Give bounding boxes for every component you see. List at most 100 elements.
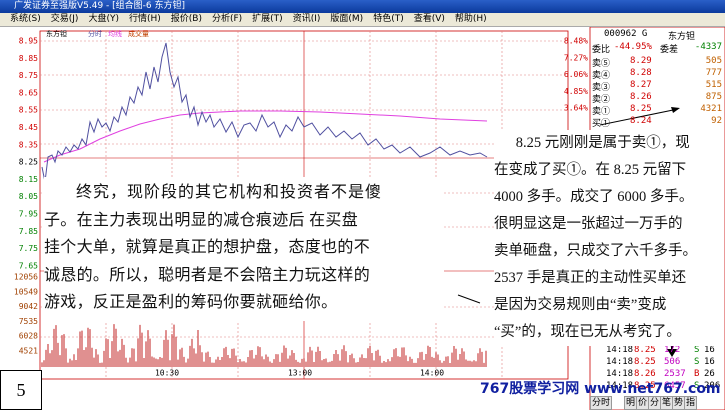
book-price: 8.29 — [630, 56, 652, 66]
book-volume: 505 — [705, 56, 722, 66]
left-annotation: 终究，现阶段的其它机构和投资者不是傻 子。在主力表现出明显的减仓痕迹后 在买盘 挂个… — [44, 177, 444, 321]
trade-time: 14:18 — [606, 345, 634, 355]
panel-tab[interactable]: 分时 — [590, 396, 612, 410]
volume-axis-label: 12056 — [14, 273, 38, 282]
page-number: 5 — [0, 370, 42, 410]
volume-axis-label: 4521 — [19, 347, 38, 356]
book-side: 买① — [592, 119, 611, 129]
annotation-line: 很明显这是一张超过一万手的 — [494, 216, 683, 232]
menu-item[interactable]: 查看(V) — [413, 14, 445, 24]
menu-item[interactable]: 扩展(T) — [252, 14, 283, 24]
diff-value: -4337 — [694, 42, 722, 52]
average-line — [43, 110, 488, 163]
time-axis-label: 10:30 — [155, 369, 179, 378]
trade-side: B — [694, 369, 700, 379]
book-side: 卖④ — [592, 71, 611, 81]
annotation-line: 游戏，反正是盈利的筹码你要就砸给你。 — [44, 294, 338, 311]
percent-axis-label: 8.48% — [564, 37, 588, 46]
book-volume: 777 — [705, 68, 722, 78]
percent-axis-label: 3.64% — [564, 104, 588, 113]
volume-axis-label: 9042 — [19, 302, 38, 311]
stock-code: 000962 G — [604, 29, 648, 39]
trade-price: 8.26 — [634, 369, 656, 379]
book-volume: 515 — [705, 80, 722, 90]
book-price: 8.24 — [630, 116, 652, 126]
menu-item[interactable]: 分析(F) — [211, 14, 243, 24]
annotation-line: 8.25 元刚刚是属于卖①，现 — [515, 135, 690, 151]
price-axis-label: 8.15 — [19, 175, 38, 184]
price-axis-label: 8.65 — [19, 88, 38, 97]
book-price: 8.25 — [630, 104, 652, 114]
price-axis-label: 8.75 — [19, 71, 38, 80]
right-annotation: 8.25 元刚刚是属于卖①，现在变成了买①。在 8.25 元留下 4000 多手。… — [494, 130, 722, 346]
book-price: 8.26 — [630, 92, 652, 102]
menu-item[interactable]: 报价(B) — [170, 14, 202, 24]
annotation-line: 卖单砸盘，只成交了六千多手。 — [494, 243, 697, 259]
title-bar: 广发证券至强版V5.49 - [组合图-6 东方钽] — [0, 0, 725, 13]
trade-count: 26 — [704, 369, 715, 379]
book-volume: 875 — [705, 92, 722, 102]
price-axis-label: 8.35 — [19, 140, 38, 149]
menu-item[interactable]: 交易(J) — [50, 14, 79, 24]
volume-axis-label: 6028 — [19, 332, 38, 341]
annotation-line: 4000 多手。成交了 6000 多手。 — [494, 189, 694, 205]
trade-count: 206 — [704, 381, 721, 391]
annotation-line: 在变成了买①。在 8.25 元留下 — [494, 162, 687, 178]
trade-time: 14:18 — [606, 369, 634, 379]
legend-item: 成交量 — [128, 29, 149, 38]
book-price: 8.27 — [630, 80, 652, 90]
book-volume: 92 — [711, 116, 722, 126]
price-axis-label: 7.65 — [19, 261, 38, 270]
panel-tab[interactable]: 指 — [684, 396, 697, 410]
trade-side: S — [694, 381, 700, 391]
trade-price: 8.25 — [634, 381, 656, 391]
annotation-line: “买”的，现在已无从考究了。 — [494, 324, 681, 340]
book-side: 卖③ — [592, 83, 611, 93]
percent-axis-label: 7.27% — [564, 53, 588, 62]
price-axis-label: 8.05 — [19, 192, 38, 201]
trade-time: 14:18 — [606, 357, 634, 367]
stock-name: 东方钽 — [668, 32, 696, 42]
book-side: 卖⑤ — [592, 59, 611, 69]
legend-item: 分时 — [88, 29, 102, 38]
menu-item[interactable]: 帮助(H) — [454, 14, 487, 24]
menu-item[interactable]: 资讯(I) — [292, 14, 321, 24]
price-axis-label: 8.85 — [19, 54, 38, 63]
trade-count: 16 — [704, 345, 715, 355]
annotation-line: 是因为交易规则由“卖”变成 — [494, 297, 667, 313]
trade-time: 14:18 — [606, 381, 634, 391]
diff-label: 委差 — [660, 45, 679, 55]
price-axis-label: 8.45 — [19, 123, 38, 132]
ratio-value: -44.95% — [614, 42, 652, 52]
menu-item[interactable]: 行情(H) — [128, 14, 161, 24]
time-axis-label: 14:00 — [420, 369, 444, 378]
price-axis-label: 8.95 — [19, 37, 38, 46]
percent-axis-label: 6.06% — [564, 70, 588, 79]
trade-volume: 172 — [664, 345, 681, 355]
ratio-label: 委比 — [592, 45, 611, 55]
trade-side: S — [694, 345, 700, 355]
trade-price: 8.25 — [634, 345, 656, 355]
trade-price: 8.25 — [634, 357, 656, 367]
book-volume: 4321 — [700, 104, 722, 114]
trade-volume: 506 — [664, 357, 681, 367]
price-axis-label: 8.25 — [19, 158, 38, 167]
price-axis-label: 7.95 — [19, 210, 38, 219]
menu-item[interactable]: 特色(T) — [373, 14, 404, 24]
watermark: 767股票学习网 www.net767.com — [480, 381, 721, 397]
menu-item[interactable]: 大盘(Y) — [88, 14, 119, 24]
legend-item: 东方钽 — [46, 29, 67, 38]
book-price: 8.28 — [630, 68, 652, 78]
volume-axis-label: 7535 — [19, 317, 38, 326]
trade-count: 16 — [704, 357, 715, 367]
trade-volume: 2537 — [664, 369, 686, 379]
annotation-line: 挂个大单，就算是真正的想护盘，态度也的不 — [44, 239, 371, 256]
trade-side: S — [694, 357, 700, 367]
book-side: 卖① — [592, 107, 611, 117]
menu-item[interactable]: 版面(M) — [330, 14, 364, 24]
price-line — [41, 42, 488, 183]
menu-item[interactable]: 系统(S) — [10, 14, 41, 24]
book-side: 卖② — [592, 95, 611, 105]
volume-axis-label: 10549 — [14, 287, 38, 296]
menu-bar: 系统(S) 交易(J) 大盘(Y) 行情(H) 报价(B) 分析(F) 扩展(T) 资讯(I)… — [0, 13, 725, 27]
